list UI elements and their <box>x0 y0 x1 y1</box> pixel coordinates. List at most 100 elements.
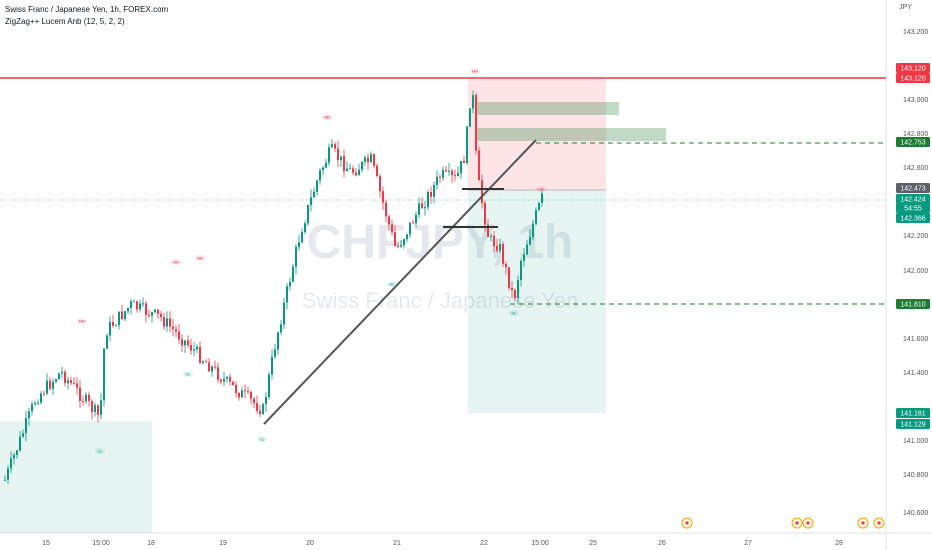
candle-body <box>163 317 165 327</box>
candle-body <box>355 172 357 176</box>
candle-body <box>37 402 39 404</box>
candle-body <box>157 309 159 314</box>
currency-label: JPY <box>899 4 912 11</box>
price-tag-label: 142.473 <box>900 186 925 193</box>
price-tag[interactable] <box>896 299 930 309</box>
candle-body <box>478 150 480 181</box>
candle-body <box>265 396 267 405</box>
price-tag[interactable] <box>896 194 930 204</box>
symbol-title[interactable]: Swiss Franc / Japanese Yen, 1h, FOREX.co… <box>5 5 169 14</box>
candle-body <box>151 312 153 316</box>
candle-body <box>262 404 264 414</box>
candle-body <box>526 244 528 255</box>
target-box-lower[interactable] <box>477 128 666 141</box>
time-axis-label: 15:00 <box>531 540 549 547</box>
price-tag[interactable] <box>896 203 930 213</box>
candle-body <box>10 458 12 469</box>
price-tag[interactable] <box>896 63 930 73</box>
candle-body <box>166 318 168 327</box>
candle-body <box>481 180 483 203</box>
demand-zone[interactable] <box>0 421 152 533</box>
candle-body <box>430 192 432 197</box>
candle-body <box>412 222 414 224</box>
candle-body <box>85 394 87 402</box>
candle-body <box>67 380 69 384</box>
candle-body <box>136 301 138 310</box>
price-tag-label: 141.181 <box>900 411 925 418</box>
candle-body <box>178 331 180 340</box>
candle-body <box>193 349 195 351</box>
price-axis-tick: 141.400 <box>903 370 928 377</box>
candle-body <box>520 260 522 280</box>
price-tag-label: 141.810 <box>900 302 925 309</box>
short-stop-zone[interactable] <box>468 79 606 190</box>
time-axis-label: 15 <box>42 540 50 547</box>
candle-body <box>223 378 225 382</box>
zigzag-label: HH <box>79 319 85 324</box>
price-axis-tick: 140.800 <box>903 472 928 479</box>
zigzag-label: LL <box>98 449 103 454</box>
candle-body <box>271 356 273 375</box>
zigzag-label: HH <box>197 256 203 261</box>
candle-body <box>382 191 384 203</box>
candle-body <box>487 224 489 237</box>
candle-body <box>400 245 402 247</box>
candle-body <box>256 403 258 411</box>
candle-body <box>64 371 66 384</box>
candle-body <box>403 239 405 246</box>
price-tag[interactable] <box>896 183 930 193</box>
candle-body <box>391 224 393 233</box>
candle-body <box>316 180 318 192</box>
candle-body <box>433 184 435 197</box>
candle-body <box>295 246 297 267</box>
candle-body <box>118 311 120 326</box>
price-tag[interactable] <box>896 408 930 418</box>
candle-body <box>130 301 132 308</box>
candle-body <box>298 242 300 247</box>
candle-body <box>418 203 420 215</box>
trend-line[interactable] <box>263 139 537 425</box>
zigzag-label: HH <box>472 69 478 74</box>
zigzag-label: LH <box>538 187 543 192</box>
candle-body <box>34 403 36 405</box>
price-tag[interactable] <box>896 137 930 147</box>
candle-body <box>217 367 219 380</box>
price-tag[interactable] <box>896 419 930 429</box>
candle-body <box>535 210 537 224</box>
candle-body <box>454 175 456 177</box>
price-tag[interactable] <box>896 73 930 83</box>
candle-body <box>343 156 345 172</box>
candle-body <box>358 169 360 176</box>
indicator-label[interactable]: ZigZag++ Lucem Anb (12, 5, 2, 2) <box>5 17 125 26</box>
candle-body <box>148 314 150 316</box>
candle-body <box>76 383 78 388</box>
candle-body <box>514 290 516 298</box>
price-axis-tick: 143.000 <box>903 97 928 104</box>
candle-body <box>409 222 411 235</box>
candle-body <box>472 95 474 109</box>
candle-body <box>142 303 144 305</box>
candle-body <box>532 223 534 238</box>
zigzag-label-bubble <box>77 318 87 324</box>
time-axis-label: 15:00 <box>92 540 110 547</box>
candle-body <box>322 167 324 171</box>
zigzag-label-bubble <box>536 186 546 192</box>
zigzag-label-bubble <box>195 255 205 261</box>
event-dot <box>877 521 881 525</box>
candle-body <box>424 207 426 209</box>
candle-body <box>112 321 114 326</box>
candle-body <box>79 387 81 401</box>
time-axis-label: 20 <box>306 540 314 547</box>
candle-body <box>127 307 129 312</box>
time-axis-label: 18 <box>147 540 155 547</box>
candle-body <box>415 214 417 224</box>
target-box-upper[interactable] <box>477 102 619 115</box>
event-dot <box>861 521 865 525</box>
candle-body <box>139 303 141 310</box>
price-tag[interactable] <box>896 213 930 223</box>
price-axis-tick: 142.000 <box>903 268 928 275</box>
candle-body <box>88 394 90 402</box>
time-axis-label: 27 <box>744 540 752 547</box>
